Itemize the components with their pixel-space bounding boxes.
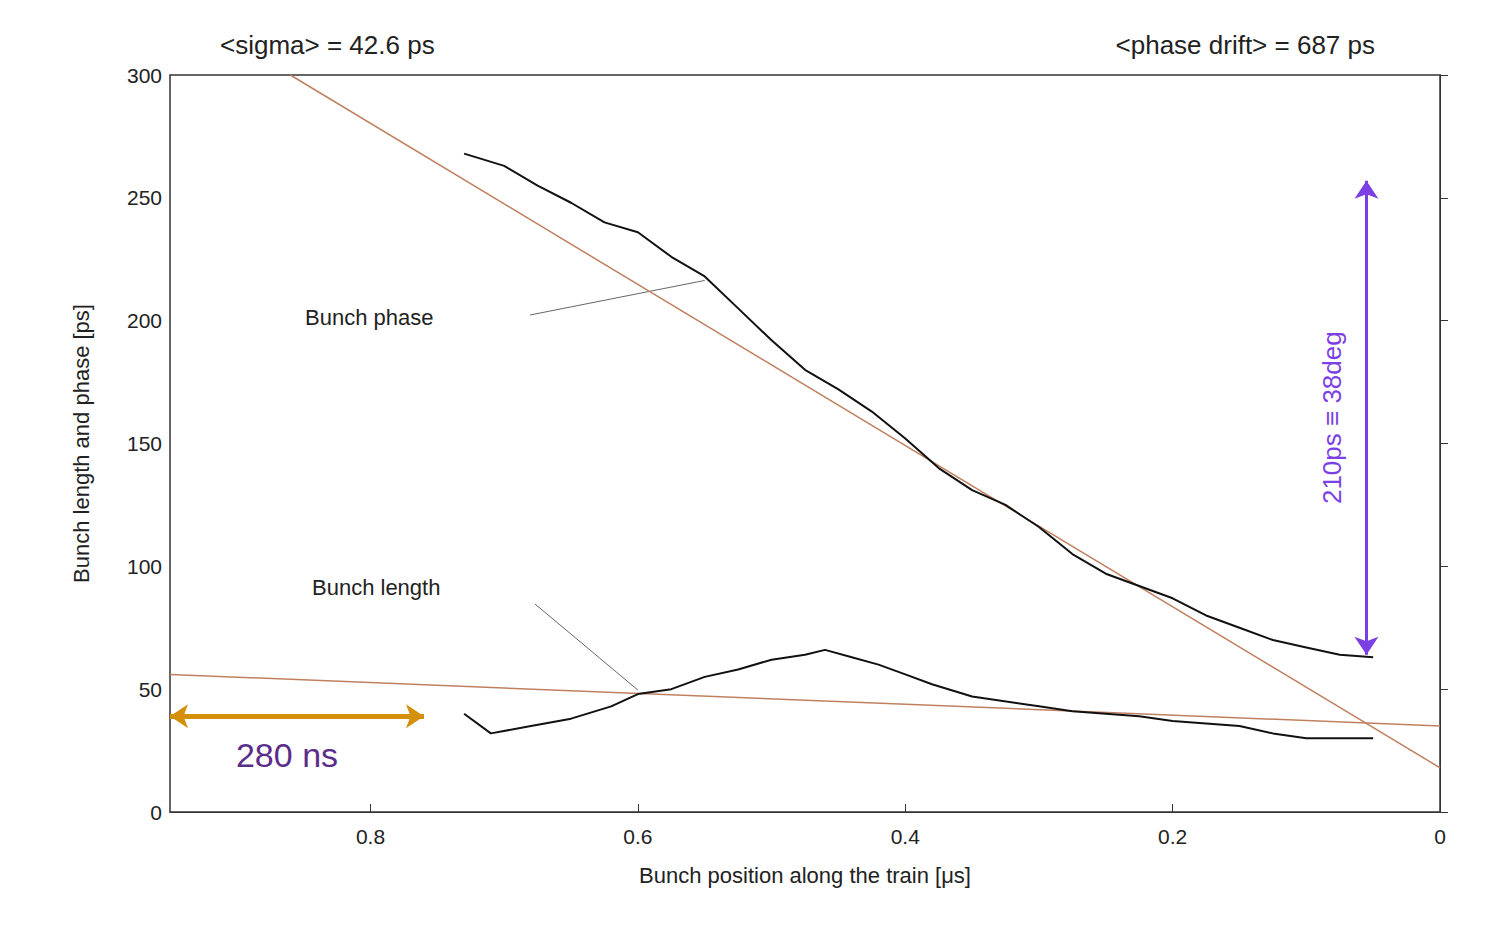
svg-text:0.4: 0.4 xyxy=(891,825,921,848)
svg-text:0.8: 0.8 xyxy=(356,825,385,848)
svg-text:210ps ≡ 38deg: 210ps ≡ 38deg xyxy=(1317,331,1347,504)
svg-text:Bunch length: Bunch length xyxy=(312,575,440,600)
svg-text:0: 0 xyxy=(150,801,162,824)
svg-text:Bunch length and phase [ps]: Bunch length and phase [ps] xyxy=(69,304,94,583)
svg-text:0: 0 xyxy=(1434,825,1446,848)
svg-text:<phase drift> = 687 ps: <phase drift> = 687 ps xyxy=(1116,30,1375,60)
svg-text:Bunch phase: Bunch phase xyxy=(305,305,433,330)
svg-text:300: 300 xyxy=(127,64,162,87)
svg-text:50: 50 xyxy=(139,678,162,701)
svg-text:<sigma> = 42.6 ps: <sigma> = 42.6 ps xyxy=(220,30,435,60)
svg-text:250: 250 xyxy=(127,186,162,209)
svg-text:280 ns: 280 ns xyxy=(236,736,338,774)
svg-text:Bunch position along the train: Bunch position along the train [μs] xyxy=(639,863,971,888)
svg-text:200: 200 xyxy=(127,309,162,332)
svg-text:100: 100 xyxy=(127,555,162,578)
svg-text:0.2: 0.2 xyxy=(1158,825,1187,848)
svg-text:150: 150 xyxy=(127,432,162,455)
svg-text:0.6: 0.6 xyxy=(623,825,652,848)
